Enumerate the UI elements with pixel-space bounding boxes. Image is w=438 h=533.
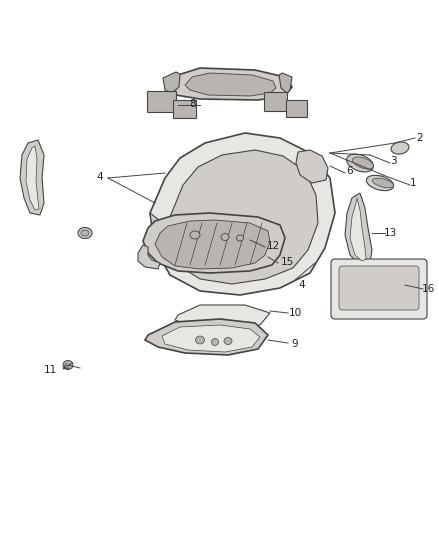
Ellipse shape xyxy=(195,336,205,344)
Text: 16: 16 xyxy=(421,284,434,294)
Ellipse shape xyxy=(237,235,244,241)
Text: 13: 13 xyxy=(383,228,397,238)
Text: 2: 2 xyxy=(417,133,423,143)
Polygon shape xyxy=(345,193,372,265)
Ellipse shape xyxy=(224,337,232,344)
Ellipse shape xyxy=(366,175,394,191)
Polygon shape xyxy=(175,305,270,329)
Text: 10: 10 xyxy=(289,308,301,318)
Polygon shape xyxy=(162,325,260,352)
Ellipse shape xyxy=(78,228,92,238)
Text: 6: 6 xyxy=(347,166,353,176)
Polygon shape xyxy=(166,150,318,284)
Ellipse shape xyxy=(391,142,409,154)
Ellipse shape xyxy=(212,338,219,345)
Polygon shape xyxy=(138,245,160,269)
Text: 11: 11 xyxy=(43,365,57,375)
Polygon shape xyxy=(26,146,39,210)
Polygon shape xyxy=(296,150,328,183)
Text: 8: 8 xyxy=(190,99,196,109)
Polygon shape xyxy=(20,140,44,215)
Text: 15: 15 xyxy=(280,257,293,267)
Polygon shape xyxy=(150,133,335,295)
Ellipse shape xyxy=(63,360,73,369)
Ellipse shape xyxy=(190,231,200,239)
Ellipse shape xyxy=(81,230,89,236)
Ellipse shape xyxy=(346,154,374,172)
Polygon shape xyxy=(145,319,268,355)
FancyBboxPatch shape xyxy=(286,101,307,117)
Polygon shape xyxy=(163,72,180,93)
Polygon shape xyxy=(143,213,285,273)
Text: 4: 4 xyxy=(299,280,305,290)
Text: 1: 1 xyxy=(410,178,416,188)
Text: 9: 9 xyxy=(292,339,298,349)
Text: 3: 3 xyxy=(390,156,396,166)
Polygon shape xyxy=(155,220,270,269)
FancyBboxPatch shape xyxy=(331,259,427,319)
Polygon shape xyxy=(168,68,292,100)
Polygon shape xyxy=(279,73,292,93)
FancyBboxPatch shape xyxy=(265,93,287,111)
Ellipse shape xyxy=(372,178,394,188)
Ellipse shape xyxy=(221,233,229,240)
Ellipse shape xyxy=(353,157,374,169)
FancyBboxPatch shape xyxy=(148,92,177,112)
Polygon shape xyxy=(350,198,366,261)
FancyBboxPatch shape xyxy=(173,101,197,118)
Text: 4: 4 xyxy=(97,172,103,182)
FancyBboxPatch shape xyxy=(339,266,419,310)
Polygon shape xyxy=(185,73,276,96)
Polygon shape xyxy=(150,213,166,248)
Text: 12: 12 xyxy=(266,241,279,251)
